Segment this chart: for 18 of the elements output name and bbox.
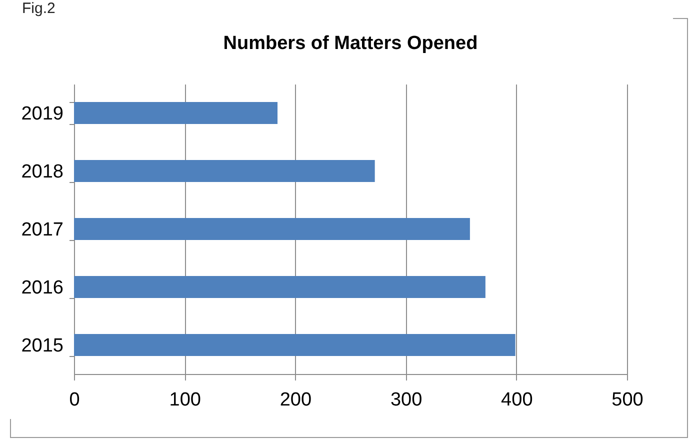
- chart-title: Numbers of Matters Opened: [223, 33, 478, 54]
- caption: Fig.2: [22, 0, 56, 17]
- x-tick-label: 100: [169, 390, 201, 410]
- y-tick-label: 2016: [21, 278, 64, 298]
- x-tick-label: 0: [69, 390, 80, 410]
- y-tick-label: 2017: [21, 220, 64, 240]
- y-tick-label: 2015: [21, 336, 64, 356]
- x-tick-label: 400: [501, 390, 533, 410]
- bar: [74, 160, 375, 182]
- x-tick-label: 200: [280, 390, 312, 410]
- y-tick-label: 2019: [21, 104, 64, 124]
- bar: [74, 276, 486, 298]
- bar: [74, 102, 278, 124]
- x-tick-label: 300: [390, 390, 422, 410]
- x-tick-label: 500: [612, 390, 644, 410]
- y-tick-label: 2018: [21, 162, 64, 182]
- bar: [74, 218, 470, 240]
- bar: [74, 334, 516, 356]
